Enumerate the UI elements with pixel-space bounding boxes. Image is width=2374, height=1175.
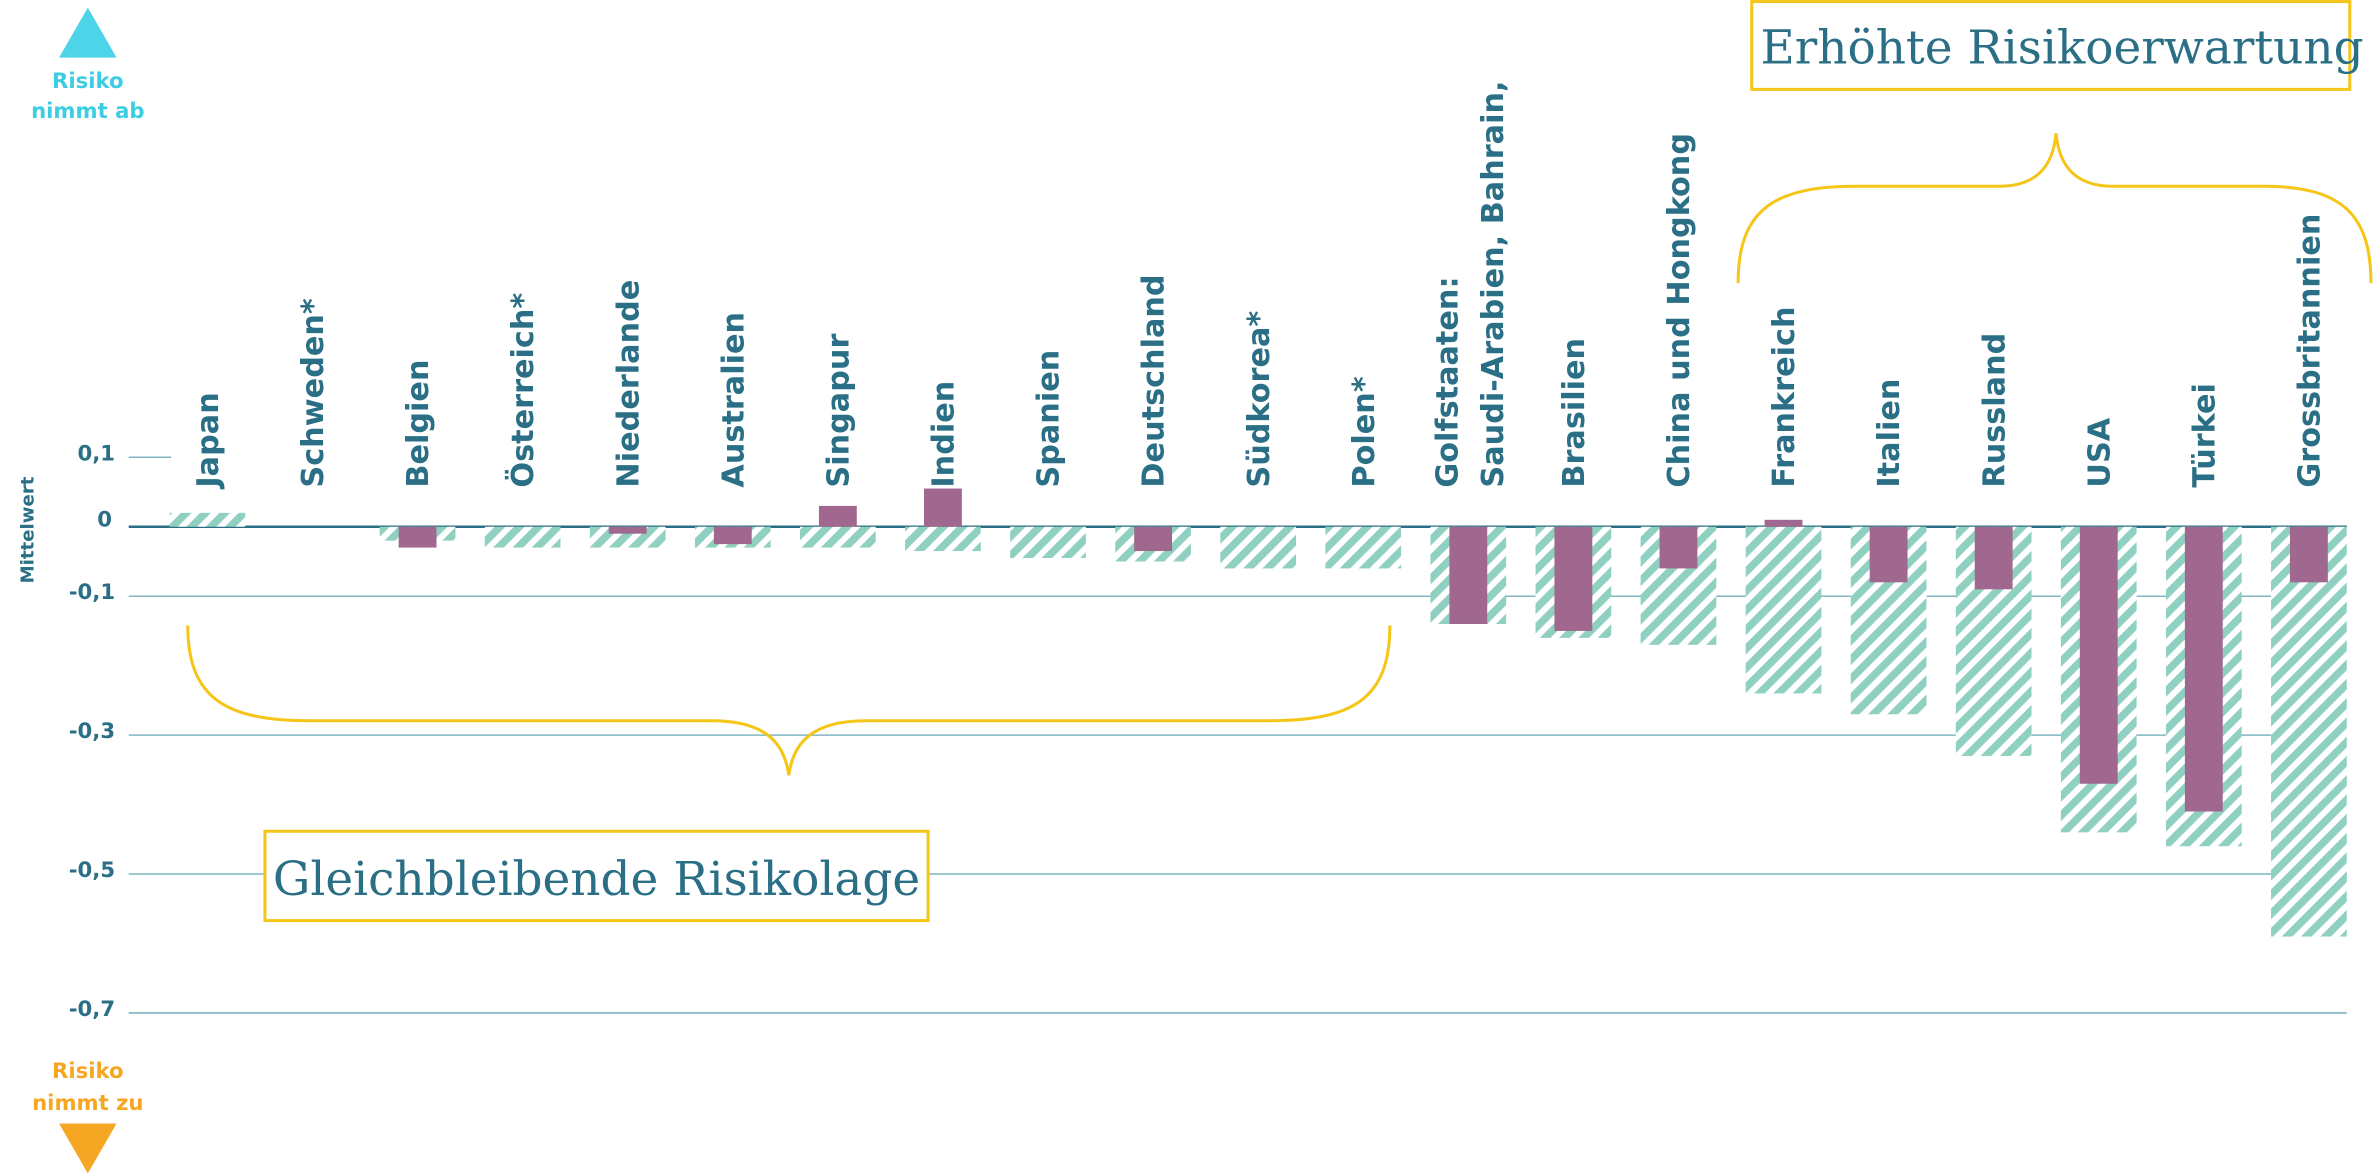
y-tick-label: 0,1 xyxy=(78,440,116,465)
annotation: Erhöhte Risikoerwartung xyxy=(1761,21,2364,76)
bar xyxy=(1764,519,1803,527)
bar xyxy=(608,526,647,534)
brace xyxy=(1736,133,2373,284)
x-tick-label: Deutschland xyxy=(1137,274,1172,487)
bar xyxy=(1869,526,1908,583)
bar xyxy=(484,526,561,548)
bar xyxy=(1134,526,1173,552)
bar xyxy=(169,512,246,527)
x-tick-label: Niederlande xyxy=(611,280,646,488)
bar xyxy=(713,526,752,545)
x-tick-label: Russland xyxy=(1977,333,2012,488)
bar xyxy=(905,526,981,552)
x-tick-label: Südkorea* xyxy=(1242,311,1277,488)
y-tick-label: -0,7 xyxy=(69,996,115,1021)
x-tick-label: China und Hongkong xyxy=(1662,133,1697,488)
x-tick-label: Türkei xyxy=(2187,383,2222,487)
bar xyxy=(924,488,962,527)
y-tick-label: -0,5 xyxy=(69,857,115,882)
risk-increases: nimmt zu xyxy=(32,1090,143,1115)
brace xyxy=(186,625,1392,776)
x-tick-label: Golfstaaten: Saudi-Arabien, Bahrain, xyxy=(1431,80,1511,487)
bar xyxy=(1745,526,1822,694)
x-tick-label: Grossbritannien xyxy=(2292,214,2327,488)
bar xyxy=(2184,526,2223,812)
up-triangle xyxy=(59,7,117,58)
y-tick-label: -0,3 xyxy=(69,718,115,743)
x-tick-label: Frankreich xyxy=(1767,306,1802,487)
bar xyxy=(800,526,876,548)
y-tick-label: -0,1 xyxy=(69,579,115,604)
x-tick-label: Indien xyxy=(927,381,962,488)
down-triangle xyxy=(59,1123,117,1174)
bar xyxy=(818,505,857,527)
bar xyxy=(1974,526,2013,590)
y-tick-label: 0 xyxy=(97,507,112,532)
risk-decreases: Risiko xyxy=(52,68,124,93)
bar xyxy=(2079,526,2118,784)
annotation-box xyxy=(263,829,930,923)
bar xyxy=(1325,526,1402,569)
bar xyxy=(1659,526,1698,569)
plot: 0,1 0 -0,1 -0,3 -0,5 -0,7 Japan Schweden* Belgie… xyxy=(69,80,2347,1021)
bar xyxy=(398,526,437,548)
bar xyxy=(1220,526,1297,569)
risk-increases: Risiko xyxy=(52,1058,124,1083)
x-tick-label: Japan xyxy=(191,392,226,489)
x-tick-label: Polen* xyxy=(1347,376,1382,487)
risk-decreases: nimmt ab xyxy=(31,98,144,123)
x-tick-label: Spanien xyxy=(1032,350,1067,488)
annotation-box xyxy=(1750,0,2352,91)
x-tick-label: Australien xyxy=(716,312,751,488)
y-axis-label: Mittelwert xyxy=(17,476,38,583)
x-tick-label: Österreich* xyxy=(504,293,541,488)
x-tick-label: USA xyxy=(2082,417,2117,487)
x-tick-label: Belgien xyxy=(401,359,436,487)
annotation: Gleichbleibende Risikolage xyxy=(273,852,920,907)
x-tick-label: Brasilien xyxy=(1557,338,1592,488)
bar xyxy=(1554,526,1593,631)
bar xyxy=(2289,526,2328,583)
x-tick-label: Italien xyxy=(1872,379,1907,488)
bar xyxy=(1449,526,1488,624)
x-tick-label: Singapur xyxy=(821,334,856,488)
x-tick-label: Schweden* xyxy=(296,298,331,488)
bar xyxy=(1010,526,1086,559)
bar xyxy=(2271,526,2347,937)
